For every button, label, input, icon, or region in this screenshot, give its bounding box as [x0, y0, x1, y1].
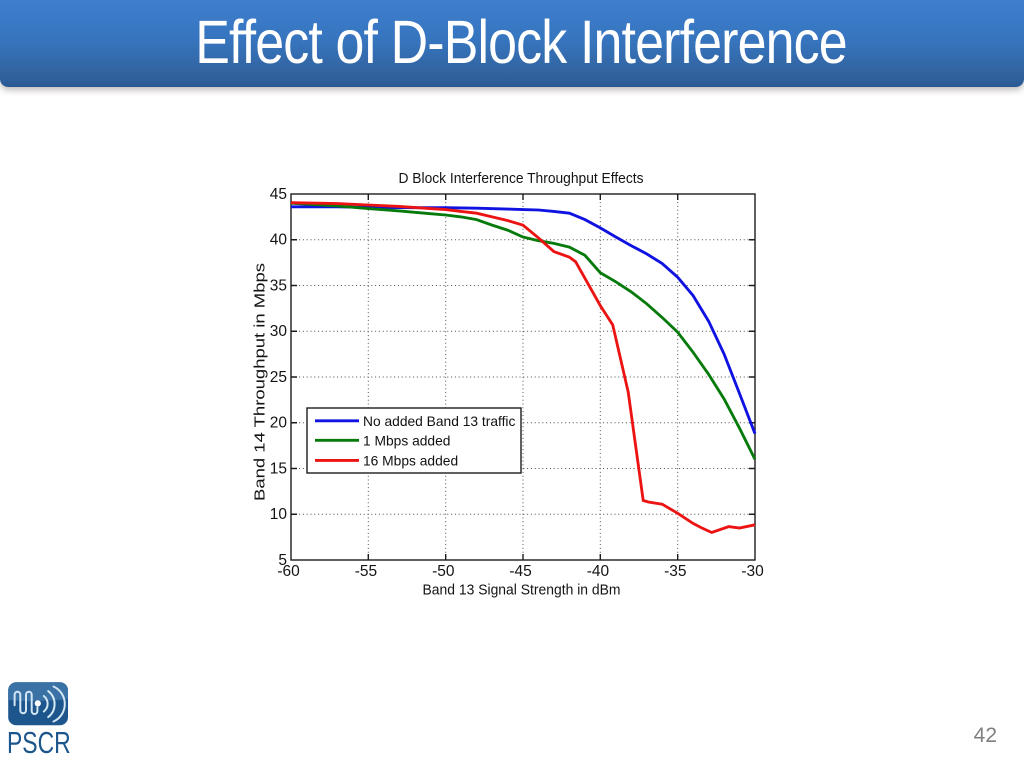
- svg-text:-50: -50: [432, 563, 455, 580]
- svg-text:10: 10: [270, 506, 288, 523]
- svg-text:-30: -30: [741, 563, 764, 580]
- svg-text:16 Mbps added: 16 Mbps added: [363, 453, 458, 468]
- svg-text:-60: -60: [277, 563, 300, 580]
- svg-text:-45: -45: [509, 563, 531, 580]
- svg-text:Band 14 Throughput in Mbps: Band 14 Throughput in Mbps: [252, 263, 269, 501]
- svg-text:15: 15: [270, 461, 287, 478]
- svg-text:35: 35: [270, 278, 287, 295]
- svg-text:25: 25: [270, 369, 287, 386]
- svg-text:D Block Interference Throughpu: D Block Interference Throughput Effects: [399, 170, 644, 187]
- svg-text:Band 13 Signal Strength in dBm: Band 13 Signal Strength in dBm: [423, 582, 621, 599]
- svg-text:40: 40: [270, 232, 288, 249]
- svg-text:30: 30: [270, 323, 288, 340]
- svg-text:1 Mbps added: 1 Mbps added: [363, 433, 450, 448]
- svg-text:20: 20: [270, 415, 288, 432]
- svg-text:45: 45: [270, 186, 287, 203]
- svg-text:-55: -55: [355, 563, 377, 580]
- svg-text:No added Band 13 traffic: No added Band 13 traffic: [363, 414, 515, 429]
- svg-text:-35: -35: [664, 563, 686, 580]
- svg-text:-40: -40: [587, 563, 610, 580]
- svg-text:5: 5: [278, 552, 287, 569]
